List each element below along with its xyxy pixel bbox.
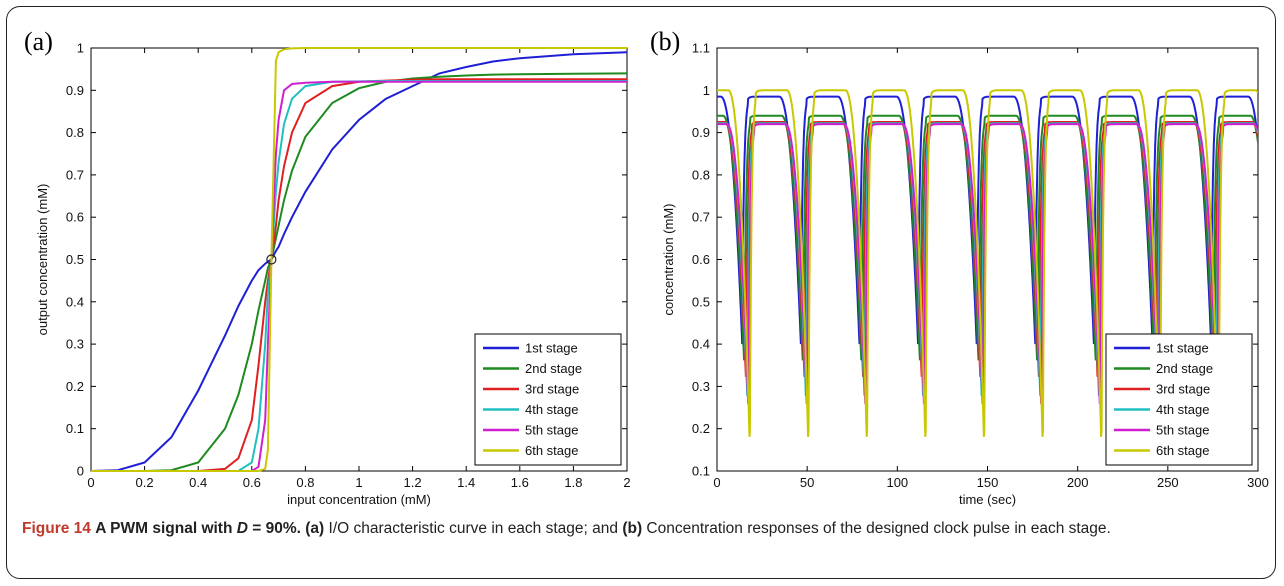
x-tick-label: 0.2: [136, 475, 154, 490]
y-tick-label: 0.9: [692, 125, 710, 140]
legend-label-5: 5th stage: [525, 423, 579, 438]
y-tick-label: 0.5: [692, 294, 710, 309]
caption-title-var: D: [236, 520, 248, 537]
series-line-1: [717, 95, 1258, 345]
legend-label-6: 6th stage: [525, 443, 579, 458]
legend-label-3: 3rd stage: [1156, 382, 1210, 397]
y-tick-label: 0.4: [692, 337, 710, 352]
figure-caption: Figure 14 A PWM signal with D = 90%. (a)…: [22, 518, 1262, 540]
x-tick-label: 1.8: [564, 475, 582, 490]
y-tick-label: 0.8: [692, 167, 710, 182]
y-tick-label: 1: [77, 41, 84, 56]
x-axis-label: input concentration (mM): [287, 492, 431, 507]
y-tick-label: 0.7: [66, 167, 84, 182]
legend-box: [1105, 333, 1253, 466]
chart-a: 0 0.2 0.4 0.6 0.8 1 1.2 1.4 1.6 1.8 2 0 0.1 0.2 0.3 0.4…: [24, 27, 631, 507]
y-tick-label: 0.8: [66, 125, 84, 140]
caption-b-tag: (b): [622, 520, 643, 537]
legend-label-3: 3rd stage: [525, 382, 579, 397]
y-tick-label: 0: [77, 464, 84, 479]
x-tick-label: 1.6: [511, 475, 529, 490]
y-tick-label: 1: [703, 83, 710, 98]
panel-label-a: (a): [24, 27, 53, 56]
x-tick-label: 150: [977, 475, 999, 490]
caption-title-suffix: = 90%.: [247, 520, 301, 537]
figure-charts: 0 0.2 0.4 0.6 0.8 1 1.2 1.4 1.6 1.8 200.10.20.30.4…: [24, 27, 1269, 507]
x-tick-label: 0: [713, 475, 720, 490]
caption-a-tag: (a): [305, 520, 325, 537]
y-tick-label: 0.1: [692, 464, 710, 479]
legend-label-4: 4th stage: [1156, 402, 1210, 417]
x-tick-label: 2: [623, 475, 630, 490]
y-tick-label: 0.5: [66, 252, 84, 267]
caption-figure-label: Figure 14: [22, 520, 91, 537]
x-tick-label: 1.4: [457, 475, 475, 490]
y-tick-label: 0.6: [692, 252, 710, 267]
x-tick-label: 50: [800, 475, 814, 490]
legend-label-1: 1st stage: [525, 341, 578, 356]
x-tick-label: 0.6: [243, 475, 261, 490]
x-tick-label: 0: [87, 475, 94, 490]
series-line-6: [91, 47, 627, 472]
y-tick-label: 0.7: [692, 210, 710, 225]
y-tick-label: 0.2: [692, 421, 710, 436]
y-tick-label: 0.6: [66, 210, 84, 225]
caption-a-text: I/O characteristic curve in each stage; …: [324, 520, 623, 537]
series-line-6: [717, 89, 1258, 437]
y-axis-label: concentration (mM): [661, 204, 676, 316]
x-tick-label: 0.4: [189, 475, 207, 490]
series-line-2: [91, 72, 628, 472]
crossing-point-marker: [266, 254, 277, 265]
legend-box: [474, 333, 622, 466]
chart-b: 0 50 100 150 200 250 300 0.1 0.2 0.3 0.4 0.5 0.6 0.7 0…: [650, 27, 1269, 507]
x-tick-label: 100: [886, 475, 908, 490]
legend-label-2: 2nd stage: [525, 361, 582, 376]
x-axis-label: time (sec): [959, 492, 1016, 507]
legend-label-5: 5th stage: [1156, 423, 1210, 438]
x-tick-label: 0.8: [296, 475, 314, 490]
y-tick-label: 0.3: [692, 379, 710, 394]
x-tick-label: 300: [1247, 475, 1269, 490]
legend-label-1: 1st stage: [1156, 341, 1209, 356]
y-tick-label: 0.4: [66, 294, 84, 309]
y-tick-label: 0.2: [66, 379, 84, 394]
series-line-1: [90, 51, 628, 472]
x-tick-label: 1.2: [404, 475, 422, 490]
series-line-2: [717, 114, 1258, 361]
y-tick-label: 1.1: [692, 41, 710, 56]
y-tick-label: 0.1: [66, 421, 84, 436]
legend-label-6: 6th stage: [1156, 443, 1210, 458]
legend-label-4: 4th stage: [525, 402, 579, 417]
y-axis-label: output concentration (mM): [35, 184, 50, 336]
caption-title-prefix: A PWM signal with: [95, 520, 233, 537]
caption-b-text: Concentration responses of the designed …: [642, 520, 1111, 537]
legend-label-2: 2nd stage: [1156, 361, 1213, 376]
panel-label-b: (b): [650, 27, 680, 56]
x-tick-label: 1: [355, 475, 362, 490]
y-tick-label: 0.3: [66, 337, 84, 352]
x-tick-label: 250: [1157, 475, 1179, 490]
x-tick-label: 200: [1067, 475, 1089, 490]
y-tick-label: 0.9: [66, 83, 84, 98]
